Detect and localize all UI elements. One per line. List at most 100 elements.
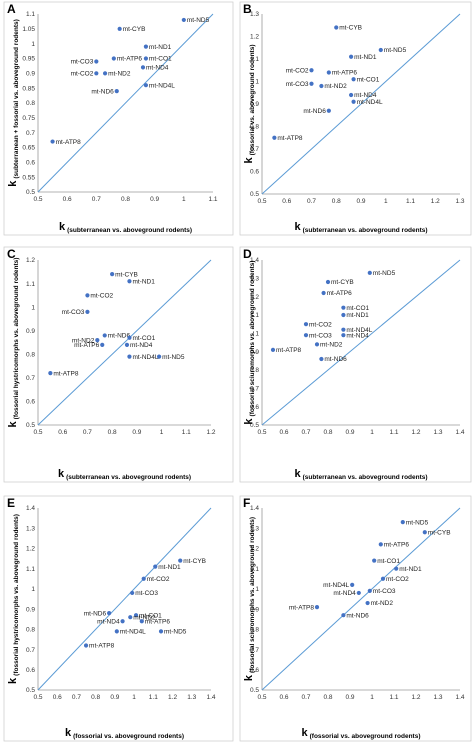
panel-e-data-point bbox=[107, 611, 112, 616]
panel-d-letter: D bbox=[243, 247, 252, 261]
panel-c-y-tick-label: 1.2 bbox=[26, 257, 35, 264]
panel-a-point-label: mt-ND6 bbox=[91, 88, 114, 95]
panel-a-y-tick-label: 0.6 bbox=[26, 160, 35, 167]
panel-f-x-tick-label: 1.4 bbox=[455, 694, 464, 701]
panel-a-point-label: mt-CO2 bbox=[71, 71, 94, 78]
panel-f-data-point bbox=[372, 558, 377, 563]
panel-c-data-point bbox=[100, 342, 105, 347]
panel-b-point-label: mt-CO1 bbox=[357, 76, 380, 83]
panel-c-x-tick-label: 1.1 bbox=[182, 429, 191, 436]
panel-a-y-tick-label: 0.75 bbox=[22, 115, 35, 122]
panel-a-y-axis-label: k(subterranean + fossorial vs. abovegrou… bbox=[7, 19, 20, 187]
panel-d-y-tick-label: 1.4 bbox=[250, 257, 259, 264]
panel-b-point-label: mt-ND4L bbox=[357, 99, 383, 106]
panel-d-data-point bbox=[314, 342, 320, 347]
panel-e-data-point bbox=[178, 558, 183, 563]
panel-f-point-label: mt-ND2 bbox=[371, 600, 394, 607]
panel-c-point-label: mt-CO3 bbox=[62, 309, 85, 316]
panel-b-data-point bbox=[309, 81, 314, 86]
panel-d-data-point bbox=[341, 305, 346, 310]
panel-f-point-label: mt-CYB bbox=[428, 529, 451, 536]
panel-e-point-label: mt-CO3 bbox=[135, 590, 158, 597]
panel-a-point-label: mt-ATP6 bbox=[117, 56, 143, 63]
panel-c-point-label: mt-ND5 bbox=[162, 354, 185, 361]
panel-c-data-point bbox=[127, 335, 132, 340]
panel-a-data-point bbox=[143, 56, 149, 61]
panel-d-x-tick-label: 1.3 bbox=[433, 429, 442, 436]
panel-b-data-point bbox=[319, 83, 324, 89]
panel-d-data-point bbox=[319, 356, 324, 362]
panel-c-y-axis-label: k(fossorial hystricomorphs vs. abovegrou… bbox=[7, 258, 20, 428]
panel-d-data-point bbox=[341, 312, 346, 318]
panel-f-point-label: mt-ND1 bbox=[399, 566, 422, 573]
panel-c-x-tick-label: 0.6 bbox=[58, 429, 67, 436]
panel-c-y-tick-label: 0.5 bbox=[26, 422, 35, 429]
panel-a-y-tick-label: 1 bbox=[31, 41, 35, 48]
panel-b-x-tick-label: 0.7 bbox=[307, 198, 316, 205]
panel-e-x-tick-label: 1.2 bbox=[168, 694, 177, 701]
panel-b-x-tick-label: 1.2 bbox=[431, 198, 440, 205]
panel-f-data-point bbox=[400, 520, 405, 525]
panel-f-point-label: mt-ATP8 bbox=[289, 604, 315, 611]
panel-a-frame bbox=[3, 1, 234, 236]
panel-e-data-point bbox=[139, 619, 144, 624]
panel-b-y-tick-label: 1 bbox=[255, 79, 259, 86]
panel-b: B 0.5 0.6 0.7 0.8 0.9 1 1.1 1.2 1.3 0.5 0.6 0.7 0.8 0.… bbox=[239, 1, 472, 236]
panel-b-point-label: mt-ATP6 bbox=[332, 70, 358, 77]
panel-b-y-tick-label: 1.1 bbox=[250, 56, 259, 63]
panel-c-x-tick-label: 0.9 bbox=[132, 429, 141, 436]
panel-a-letter: A bbox=[7, 2, 16, 16]
panel-b-x-axis-label: k (subterranean vs. aboveground rodents) bbox=[294, 221, 427, 234]
panel-b-x-tick-label: 0.5 bbox=[257, 198, 266, 205]
panel-c-x-tick-label: 1 bbox=[160, 429, 164, 436]
panel-e-point-label: mt-CO1 bbox=[139, 612, 162, 619]
panel-a-y-tick-label: 0.85 bbox=[22, 85, 35, 92]
panel-a-y-tick-label: 0.9 bbox=[26, 71, 35, 78]
panel-f-x-tick-label: 1.2 bbox=[411, 694, 420, 701]
panel-a-point-label: mt-ND4L bbox=[149, 82, 175, 89]
panel-c-x-tick-label: 1.2 bbox=[206, 429, 215, 436]
panel-e-y-tick-label: 0.7 bbox=[26, 647, 35, 654]
panel-b-data-point bbox=[351, 77, 356, 82]
panel-f-data-point bbox=[394, 566, 399, 571]
panel-b-x-tick-label: 0.8 bbox=[332, 198, 341, 205]
panel-c-y-tick-label: 1 bbox=[31, 304, 35, 311]
panel-f-point-label: mt-ND4L bbox=[323, 582, 349, 589]
panel-e-x-tick-label: 1.4 bbox=[206, 694, 215, 701]
panel-e-data-point bbox=[114, 629, 119, 634]
panel-d-y-tick-label: 0.8 bbox=[250, 367, 259, 374]
panel-c-data-point bbox=[85, 293, 90, 298]
panel-d-point-label: mt-CO3 bbox=[309, 332, 332, 339]
panel-e-x-axis-label: k (fossorial vs. aboveground rodents) bbox=[65, 727, 184, 740]
panel-d-y-tick-label: 0.7 bbox=[250, 386, 259, 393]
panel-e-point-label: mt-ATP8 bbox=[89, 643, 115, 650]
panel-c-point-label: mt-ND4 bbox=[130, 342, 153, 349]
panel-b-x-tick-label: 1.3 bbox=[455, 198, 464, 205]
panel-a-x-tick-label: 0.6 bbox=[63, 196, 72, 203]
panel-a-x-tick-label: 0.5 bbox=[33, 196, 42, 203]
panel-a-point-label: mt-ND2 bbox=[108, 71, 131, 78]
panel-f-data-point bbox=[378, 542, 383, 547]
panel-d-x-tick-label: 1.4 bbox=[455, 429, 464, 436]
panel-e-x-tick-label: 1.1 bbox=[149, 694, 158, 701]
panel-f-data-point bbox=[350, 582, 355, 587]
panel-f-frame bbox=[239, 495, 472, 742]
panel-a-y-tick-label: 1.05 bbox=[22, 26, 35, 33]
panel-f-y-tick-label: 0.8 bbox=[250, 627, 259, 634]
panel-e-x-tick-label: 0.6 bbox=[53, 694, 62, 701]
panel-b-y-tick-label: 0.5 bbox=[250, 191, 259, 198]
panel-b-point-label: mt-ND4 bbox=[354, 92, 377, 99]
panel-c-data-point bbox=[127, 279, 132, 284]
panel-d-point-label: mt-CO1 bbox=[346, 305, 369, 312]
panel-d-point-label: mt-ND2 bbox=[320, 342, 343, 349]
panel-a-diagonal-line bbox=[37, 13, 214, 193]
panel-c-y-tick-label: 0.9 bbox=[26, 328, 35, 335]
panel-e-y-tick-label: 0.8 bbox=[26, 627, 35, 634]
panel-e-y-tick-label: 1.4 bbox=[26, 505, 35, 512]
panel-f-data-point bbox=[356, 590, 361, 596]
panel-f-y-tick-label: 1 bbox=[255, 586, 259, 593]
panel-e-letter: E bbox=[7, 496, 15, 510]
panel-f-x-tick-label: 0.5 bbox=[257, 694, 266, 701]
panel-e-y-tick-label: 0.6 bbox=[26, 667, 35, 674]
